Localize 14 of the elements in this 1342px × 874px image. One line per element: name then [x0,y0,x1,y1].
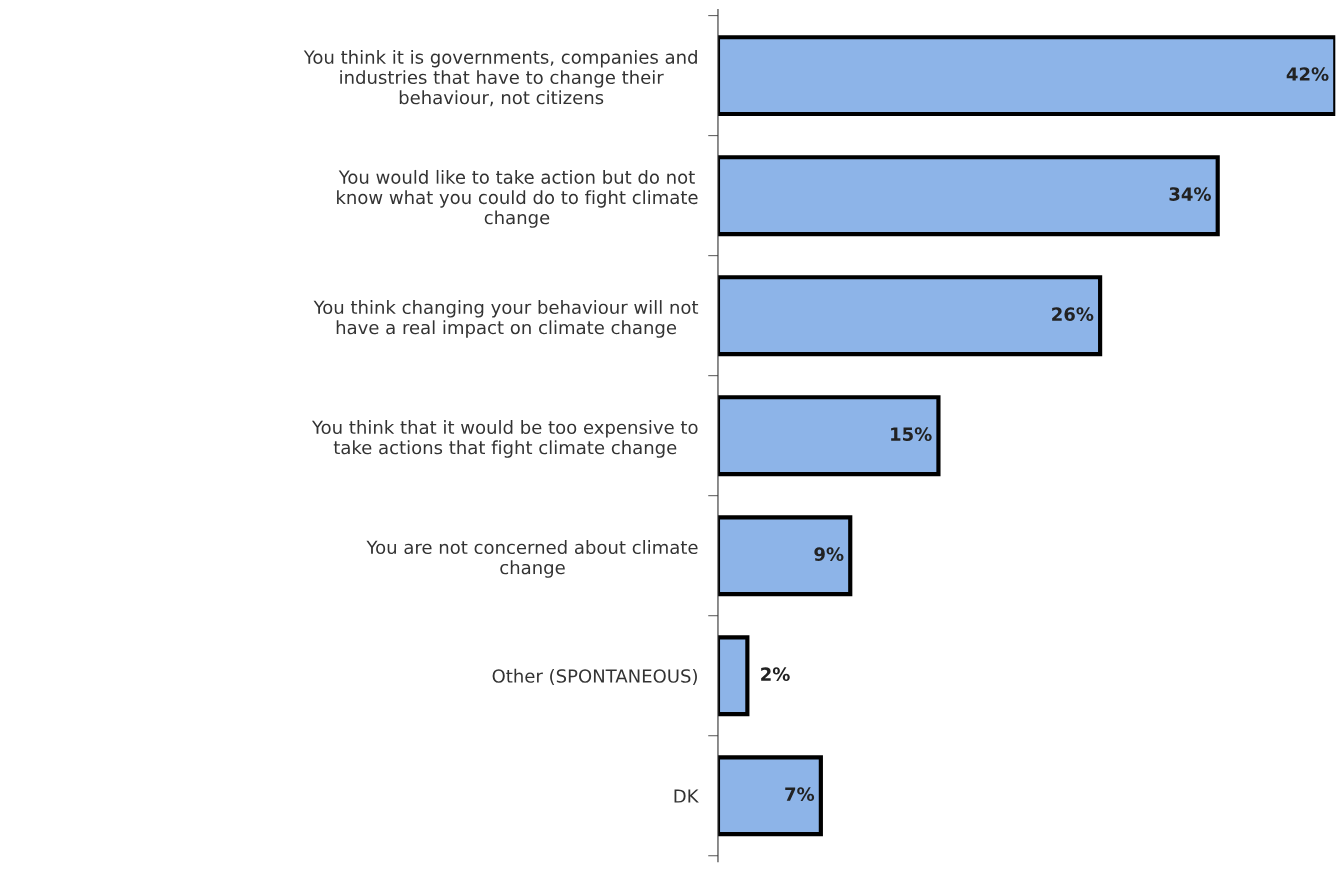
y-tick-label: You think that it would be too expensive to take actions that fight climate change [311,420,698,458]
y-tick-label: You would like to take action but do not know what you could do to fight climate change [337,169,698,228]
data-label: 34% [1169,187,1211,201]
data-label: 15% [891,427,932,441]
y-tick-label: DK [674,789,699,803]
data-label: 9% [814,547,844,561]
y-tick-label: You think changing your behaviour will not have a real impact on climate change [313,300,699,338]
data-label: 7% [785,787,815,801]
y-tick-label: Other (SPONTANEOUS) [492,668,697,685]
y-tick-label: You are not concerned about climate change [366,540,698,578]
data-label: 42% [1286,67,1329,81]
data-label: 2% [761,667,790,681]
y-tick-label: You think it is governments, companies and industries that have to change their behaviour, not citizens [303,49,697,107]
data-label: 26% [1052,307,1094,321]
